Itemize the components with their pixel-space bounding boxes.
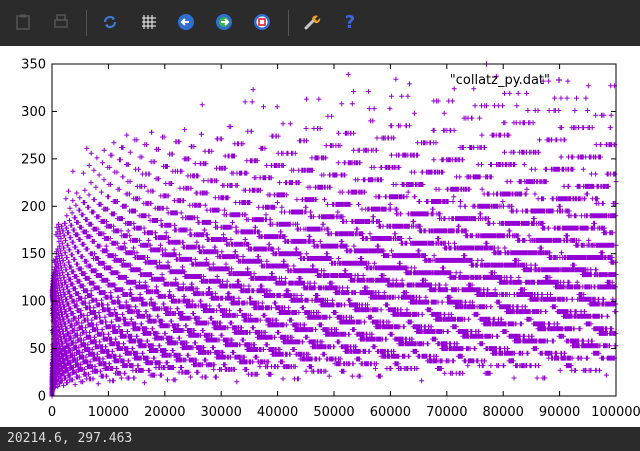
x-tick-label: 80000 [483,405,524,420]
y-tick-label: 50 [29,342,46,357]
print-icon[interactable] [48,9,74,35]
scatter-chart[interactable]: 0 10000 20000 30000 40000 50000 60000 70000 8000… [0,46,640,427]
x-tick-label: 40000 [257,405,298,420]
toolbar: ? [0,0,640,46]
y-tick-label: 300 [21,105,46,120]
grid-icon[interactable] [136,9,162,35]
copy-clipboard-icon[interactable] [10,9,36,35]
data-points [50,62,619,399]
toolbar-separator [86,10,87,36]
options-icon[interactable] [299,9,325,35]
legend-marker [556,77,562,83]
x-tick-label: 50000 [313,405,354,420]
y-tick-label: 250 [21,152,46,167]
x-tick-label: 100000 [591,405,640,420]
help-glyph: ? [345,12,355,33]
x-tick-label: 0 [48,405,56,420]
y-tick-label: 150 [21,247,46,262]
plot-area[interactable]: 0 10000 20000 30000 40000 50000 60000 70000 8000… [0,46,640,427]
legend-label: "collatz_py.dat" [450,73,550,88]
x-tick-label: 30000 [201,405,242,420]
previous-zoom-icon[interactable] [173,9,199,35]
status-bar: 20214.6, 297.463 [0,427,640,451]
cursor-coordinates: 20214.6, 297.463 [7,431,132,446]
replot-icon[interactable] [97,9,123,35]
toolbar-separator [288,10,289,36]
y-tick-label: 200 [21,200,46,215]
y-tick-label: 0 [38,390,46,405]
x-tick-label: 20000 [144,405,185,420]
help-icon[interactable]: ? [337,9,363,35]
next-zoom-icon[interactable] [211,9,237,35]
x-tick-label: 10000 [88,405,129,420]
y-tick-label: 350 [21,58,46,73]
y-tick-label: 100 [21,295,46,310]
x-tick-label: 60000 [370,405,411,420]
x-tick-label: 70000 [426,405,467,420]
x-tick-label: 90000 [539,405,580,420]
autoscale-icon[interactable] [249,9,275,35]
